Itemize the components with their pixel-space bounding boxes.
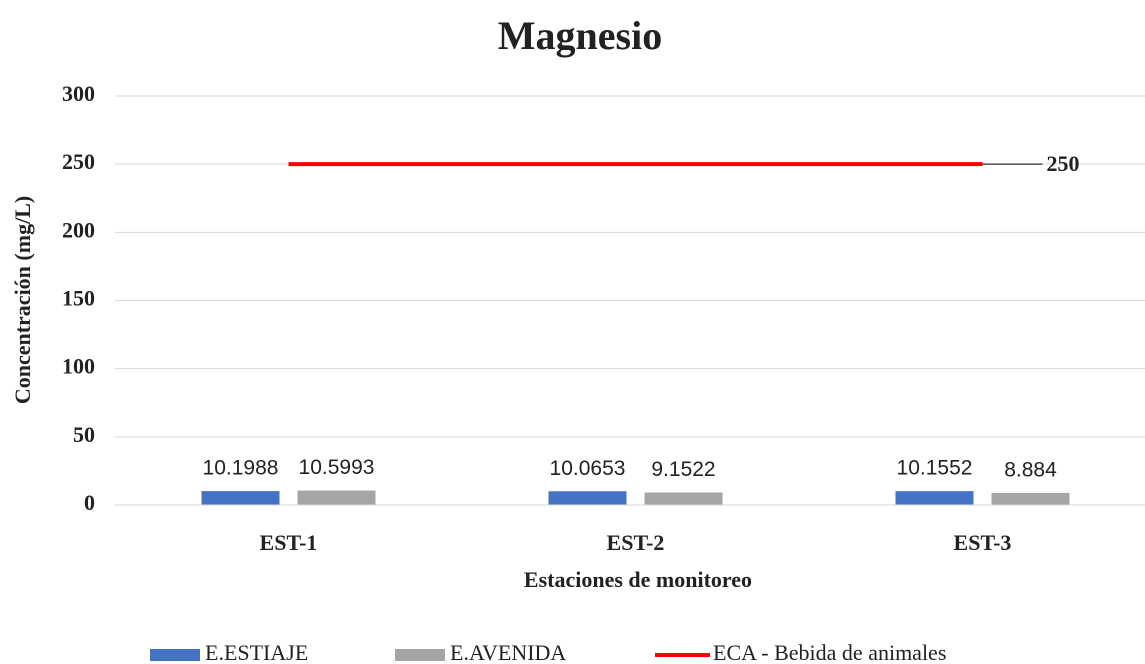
data-label: 250	[1047, 151, 1080, 176]
bar	[201, 491, 280, 505]
legend-swatch	[395, 649, 445, 661]
legend-swatch	[150, 649, 200, 661]
x-tick-label: EST-2	[607, 530, 665, 555]
bar	[991, 492, 1070, 505]
data-label: 10.5993	[299, 456, 375, 479]
legend-label: E.AVENIDA	[450, 640, 566, 664]
bar	[895, 491, 974, 505]
chart-title: Magnesio	[498, 13, 662, 58]
data-label: 10.0653	[550, 457, 626, 480]
x-axis-title: Estaciones de monitoreo	[524, 567, 752, 592]
y-tick-label: 100	[62, 354, 95, 379]
y-axis-title: Concentración (mg/L)	[10, 196, 35, 404]
bar	[297, 490, 376, 505]
y-tick-label: 50	[73, 422, 95, 447]
bar	[644, 492, 723, 505]
data-label: 8.884	[1004, 458, 1057, 481]
legend-label: E.ESTIAJE	[205, 640, 308, 664]
y-tick-label: 150	[62, 286, 95, 311]
data-label: 10.1988	[203, 457, 279, 480]
y-tick-label: 0	[84, 490, 95, 515]
y-tick-label: 300	[62, 81, 95, 106]
x-tick-label: EST-3	[954, 530, 1012, 555]
bar	[548, 491, 627, 505]
y-tick-label: 250	[62, 149, 95, 174]
x-tick-label: EST-1	[260, 530, 318, 555]
data-label: 10.1552	[897, 457, 973, 480]
legend-label: ECA - Bebida de animales	[713, 640, 946, 664]
data-label: 9.1522	[651, 458, 715, 481]
y-tick-label: 200	[62, 217, 95, 242]
